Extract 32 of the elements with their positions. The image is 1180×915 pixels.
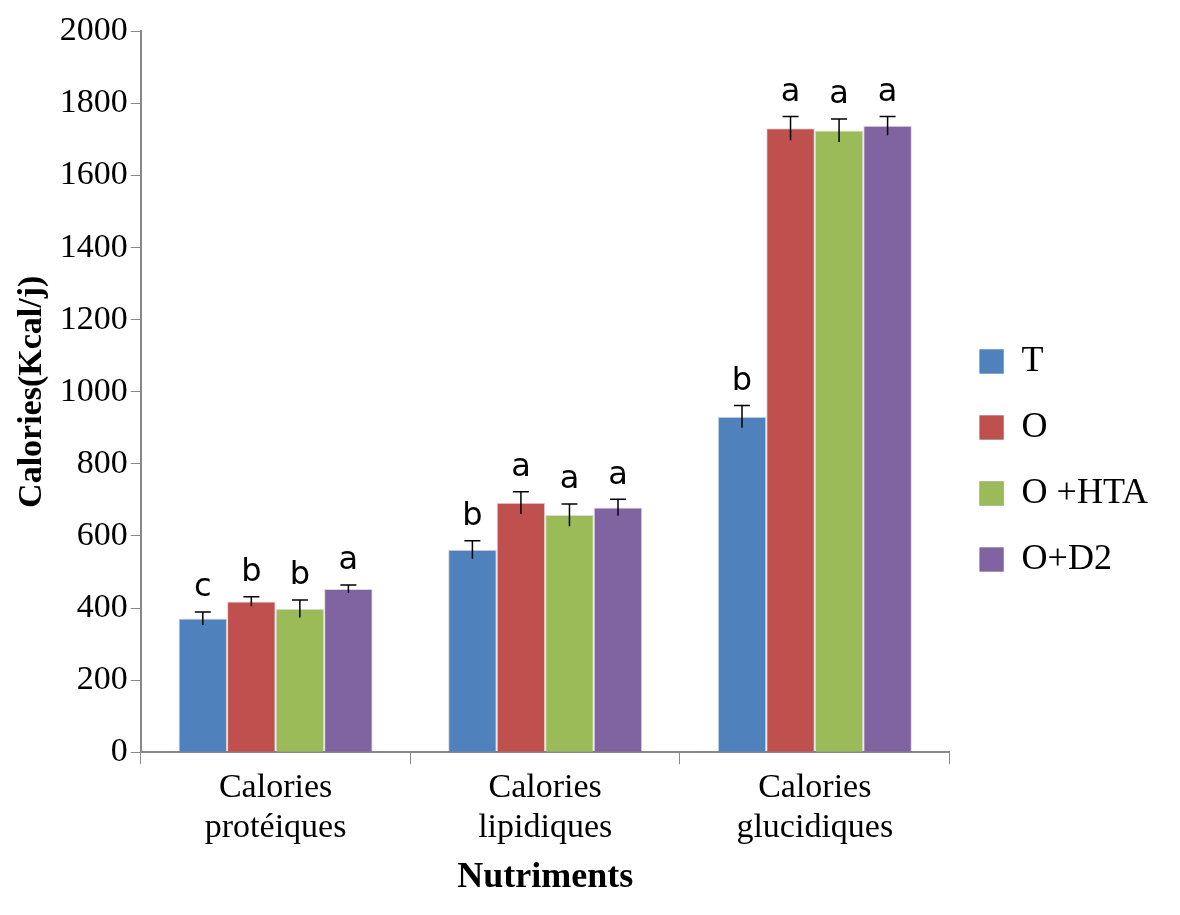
legend-label: T [1021,338,1044,379]
legend-label: O +HTA [1021,470,1148,511]
y-tick-label: 400 [76,586,128,624]
x-tick-label: Calories protéiques [204,766,347,845]
data-label: a [511,445,531,484]
y-tick-label: 200 [76,659,128,697]
data-label: a [338,539,359,578]
y-tick-label: 600 [76,514,128,552]
data-label: b [462,494,483,533]
data-label: a [780,70,801,109]
y-tick-label: 800 [76,442,128,480]
x-axis-title: Nutriments [457,854,634,895]
legend-label: O [1021,404,1048,445]
y-tick-label: 0 [110,731,128,769]
data-label: a [829,73,849,112]
data-label: b [731,359,753,398]
data-label: b [241,551,262,590]
y-axis-title: Calories(Kcal/j) [11,275,50,508]
y-tick-label: 1800 [59,82,128,120]
legend-label: O+D2 [1021,536,1112,577]
data-label: b [289,554,311,593]
data-label: a [559,458,580,497]
y-tick-label: 1200 [59,298,128,336]
y-tick-label: 2000 [59,10,128,48]
y-tick-label: 1400 [59,226,128,264]
data-label: a [608,453,628,492]
y-tick-label: 1000 [59,370,128,408]
x-tick-label: Calories glucidiques [736,766,894,845]
x-tick-label: Calories lipidiques [478,766,613,845]
data-label: a [877,70,898,109]
y-tick-label: 1600 [59,154,128,192]
data-label: c [194,566,212,605]
